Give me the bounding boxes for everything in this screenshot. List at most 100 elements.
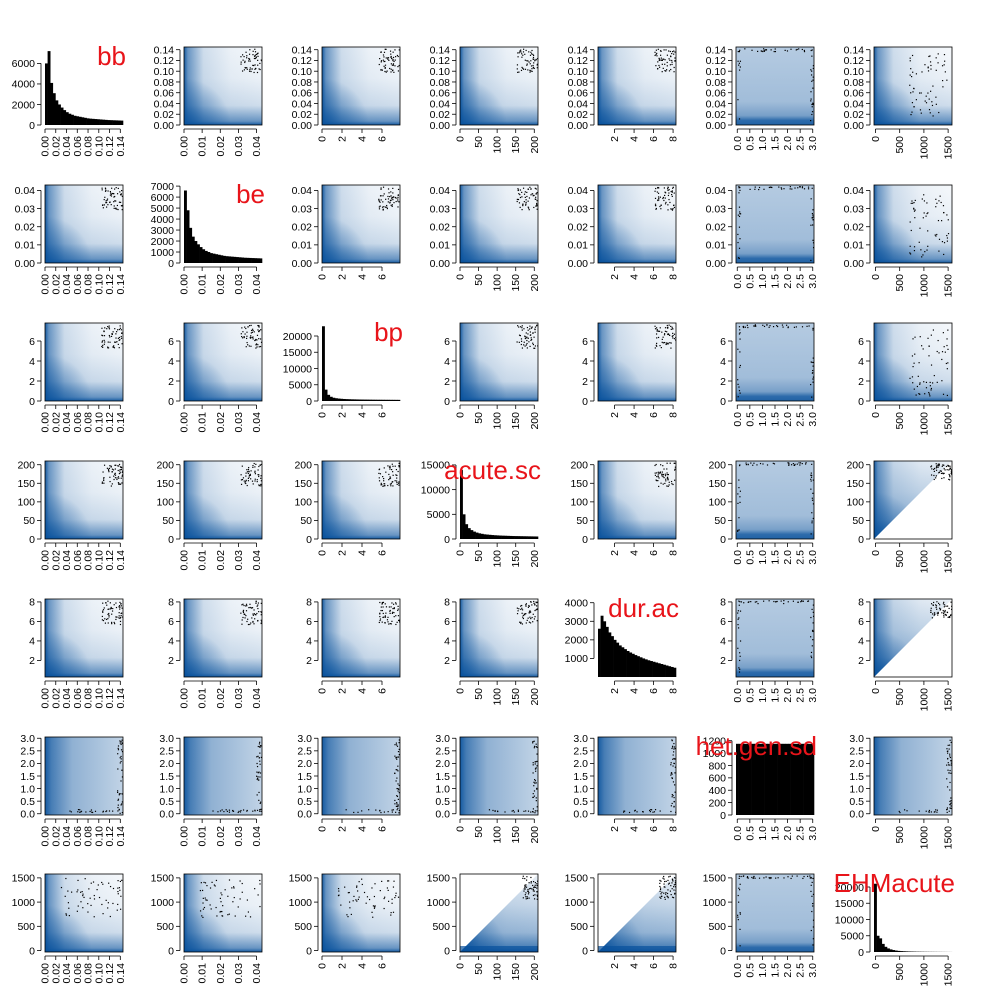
histogram-bar bbox=[202, 249, 206, 263]
x-tick-label: 2.5 bbox=[795, 550, 807, 565]
y-tick-label: 15000 bbox=[283, 347, 312, 359]
y-tick-label: 1.0 bbox=[297, 783, 312, 795]
histogram-bar bbox=[340, 398, 344, 401]
density-cloud bbox=[598, 461, 676, 539]
histogram-bars bbox=[45, 51, 124, 125]
histogram-bar bbox=[611, 636, 614, 677]
panel-frame bbox=[873, 322, 953, 402]
histogram-bar bbox=[246, 257, 250, 263]
x-tick-label: 8 bbox=[668, 688, 680, 694]
x-tick-label: 2 bbox=[609, 412, 621, 418]
histogram-bar bbox=[197, 244, 200, 263]
x-tick-label: 1.5 bbox=[770, 136, 782, 151]
y-tick-label: 0 bbox=[306, 945, 312, 957]
x-tick-label: 0.0 bbox=[732, 274, 744, 289]
histogram-bars bbox=[874, 883, 953, 952]
y-tick-label: 4000 bbox=[12, 79, 36, 91]
x-tick-label: 0 bbox=[870, 688, 882, 694]
x-tick-label: 0.00 bbox=[179, 963, 191, 984]
histogram-bar bbox=[324, 389, 328, 401]
x-tick-label: 0.14 bbox=[115, 826, 127, 847]
y-tick-label: 5000 bbox=[151, 203, 175, 215]
x-tick-label: 4 bbox=[357, 688, 369, 694]
histogram-bar bbox=[530, 536, 534, 539]
y-tick-label: 1.0 bbox=[849, 783, 864, 795]
x-tick-label: 8 bbox=[668, 136, 680, 142]
y-tick-label: 0.02 bbox=[706, 222, 727, 234]
histogram-bar bbox=[483, 534, 487, 539]
panel-frame bbox=[873, 184, 953, 264]
x-tick-label: 1.0 bbox=[757, 412, 769, 427]
x-tick-label: 0.02 bbox=[50, 550, 62, 571]
x-tick-label: 1.5 bbox=[770, 826, 782, 841]
x-tick-label: 1.5 bbox=[770, 412, 782, 427]
histogram-bar bbox=[751, 743, 755, 815]
y-tick-label: 1.5 bbox=[435, 771, 450, 783]
scatter-panel-dur.ac-vs-be: 0.00 0.01 0.02 0.03 0.04 2 4 6 8 bbox=[168, 597, 263, 709]
histogram-bars bbox=[460, 469, 539, 539]
y-tick-label: 0.14 bbox=[706, 44, 727, 56]
outlier-points bbox=[240, 462, 262, 487]
y-tick-label: 500 bbox=[294, 921, 312, 933]
y-tick-label: 2 bbox=[444, 655, 450, 667]
x-tick-label: 50 bbox=[473, 136, 485, 148]
y-tick-label: 1500 bbox=[151, 873, 175, 885]
y-tick-label: 0 bbox=[444, 534, 450, 546]
y-tick-label: 0 bbox=[720, 945, 726, 957]
y-tick-label: 0.00 bbox=[844, 258, 865, 270]
y-tick-label: 0.00 bbox=[706, 258, 727, 270]
histogram-bar bbox=[902, 951, 906, 952]
x-tick-label: 2.0 bbox=[782, 550, 794, 565]
x-tick-label: 0.10 bbox=[93, 688, 105, 709]
outlier-points bbox=[516, 186, 538, 211]
histogram-bar bbox=[462, 514, 466, 539]
histogram-bar bbox=[337, 398, 341, 401]
y-tick-label: 0.03 bbox=[706, 203, 727, 215]
y-tick-label: 0.03 bbox=[15, 203, 36, 215]
outlier-points bbox=[909, 53, 948, 117]
x-tick-label: 1.5 bbox=[770, 274, 782, 289]
panel-frame bbox=[873, 46, 953, 126]
y-tick-label: 0.00 bbox=[706, 120, 727, 132]
scatter-panel-bp-vs-bb: 0.000.020.040.060.080.100.120.14 0 2 4 6 bbox=[29, 322, 127, 433]
histogram-bar bbox=[89, 118, 93, 125]
y-tick-label: 0.5 bbox=[435, 796, 450, 808]
y-tick-label: 0.03 bbox=[844, 203, 865, 215]
histogram-bar bbox=[327, 394, 331, 401]
scatter-panel-het.gen.sd-vs-EHMacute: 0 500 1000 1500 0.00.51.01.52.02.53.0 bbox=[849, 733, 954, 849]
y-tick-label: 0.00 bbox=[154, 120, 175, 132]
y-tick-label: 2 bbox=[306, 655, 312, 667]
histogram-bar bbox=[55, 100, 59, 125]
y-tick-label: 6000 bbox=[12, 58, 36, 70]
x-tick-label: 0.5 bbox=[744, 412, 756, 427]
y-tick-label: 1500 bbox=[565, 873, 589, 885]
y-tick-label: 0.14 bbox=[154, 44, 175, 56]
histogram-bar bbox=[71, 114, 74, 125]
density-cloud bbox=[736, 461, 814, 539]
scatter-panel-dur.ac-vs-bb: 0.000.020.040.060.080.100.120.14 2 4 6 8 bbox=[29, 597, 127, 709]
y-tick-label: 0.06 bbox=[292, 88, 313, 100]
x-tick-label: 6 bbox=[377, 688, 389, 694]
density-cloud bbox=[460, 47, 538, 125]
y-tick-label: 0.08 bbox=[706, 77, 727, 89]
x-tick-label: 100 bbox=[492, 412, 504, 430]
y-tick-label: 6 bbox=[29, 336, 35, 348]
histogram-bar bbox=[894, 950, 898, 952]
histogram-panel-bb: 02000400060000.000.020.040.060.080.100.1… bbox=[12, 41, 127, 156]
x-tick-label: 100 bbox=[492, 963, 504, 981]
panel-frame bbox=[735, 184, 815, 264]
x-tick-label: 0 bbox=[455, 963, 467, 969]
y-tick-label: 0.14 bbox=[844, 44, 865, 56]
x-tick-label: 0.04 bbox=[61, 412, 73, 433]
outlier-points bbox=[101, 463, 123, 487]
histogram-bar bbox=[741, 743, 745, 815]
scatter-panel-het.gen.sd-vs-be: 0.00 0.01 0.02 0.03 0.04 0.00.51.01.52.02.53.… bbox=[159, 733, 263, 846]
y-tick-label: 0.08 bbox=[844, 77, 865, 89]
outlier-points bbox=[378, 186, 400, 211]
y-tick-label: 8 bbox=[720, 597, 726, 609]
x-tick-label: 0.02 bbox=[215, 963, 227, 984]
x-tick-label: 0.03 bbox=[233, 274, 245, 295]
x-tick-label: 500 bbox=[894, 550, 906, 568]
x-tick-label: 1000 bbox=[918, 963, 930, 987]
